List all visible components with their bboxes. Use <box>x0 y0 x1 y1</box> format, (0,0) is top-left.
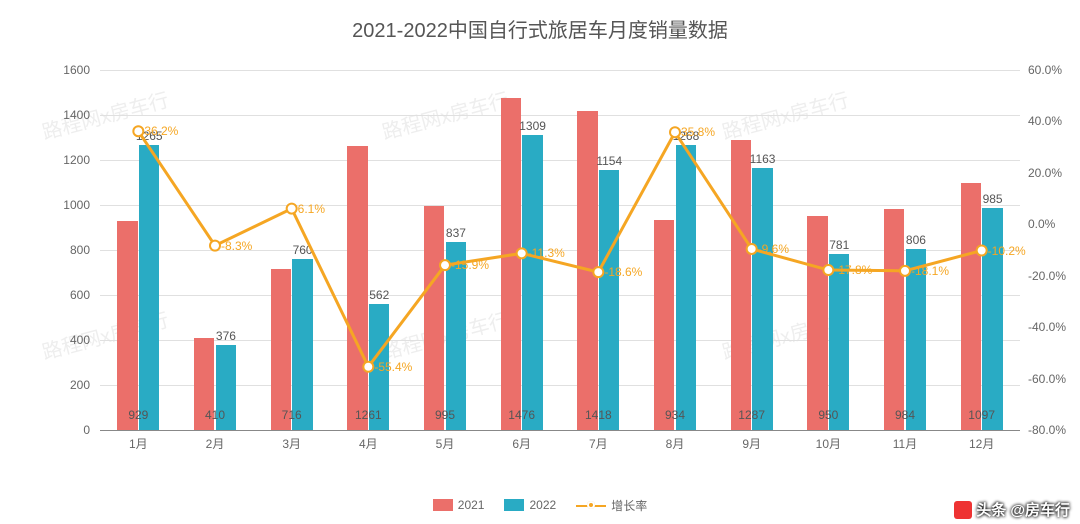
x-category: 12月 <box>969 435 994 452</box>
x-category: 2月 <box>206 435 225 452</box>
y-left-tick: 0 <box>40 423 90 437</box>
x-category: 7月 <box>589 435 608 452</box>
legend: 2021 2022 增长率 <box>0 497 1080 515</box>
growth-label: 35.8% <box>681 125 715 139</box>
y-left-tick: 1400 <box>40 108 90 122</box>
attribution-text: 头条 @房车行 <box>976 499 1070 520</box>
x-category: 5月 <box>436 435 455 452</box>
x-category: 4月 <box>359 435 378 452</box>
growth-label: 36.2% <box>144 124 178 138</box>
y-left-tick: 600 <box>40 288 90 302</box>
legend-line-icon <box>576 499 606 511</box>
x-category: 3月 <box>282 435 301 452</box>
y-right-tick: -40.0% <box>1028 320 1080 334</box>
growth-label: -9.6% <box>758 242 789 256</box>
toutiao-icon <box>954 501 972 519</box>
x-category: 8月 <box>666 435 685 452</box>
x-category: 6月 <box>512 435 531 452</box>
y-left-tick: 1200 <box>40 153 90 167</box>
legend-item: 2021 <box>433 498 485 512</box>
growth-label: -10.2% <box>988 244 1026 258</box>
y-left-tick: 400 <box>40 333 90 347</box>
gridline <box>100 430 1020 431</box>
growth-label: -18.1% <box>911 264 949 278</box>
chart-title: 2021-2022中国自行式旅居车月度销量数据 <box>0 14 1080 43</box>
y-right-tick: 40.0% <box>1028 114 1080 128</box>
y-left-tick: 200 <box>40 378 90 392</box>
y-right-tick: -20.0% <box>1028 269 1080 283</box>
y-right-tick: -60.0% <box>1028 372 1080 386</box>
growth-label: -18.6% <box>604 265 642 279</box>
y-left-tick: 800 <box>40 243 90 257</box>
growth-label: -17.8% <box>834 263 872 277</box>
y-left-tick: 1600 <box>40 63 90 77</box>
plot-area: 02004006008001000120014001600-80.0%-60.0… <box>100 70 1020 430</box>
chart-container: 路程网x房车行 路程网x房车行 路程网x房车行 路程网x房车行 路程网x房车行 … <box>0 0 1080 524</box>
x-category: 10月 <box>816 435 841 452</box>
attribution: 头条 @房车行 <box>954 499 1070 520</box>
y-right-tick: 60.0% <box>1028 63 1080 77</box>
x-category: 11月 <box>893 435 917 452</box>
legend-item: 增长率 <box>576 497 647 514</box>
y-left-tick: 1000 <box>40 198 90 212</box>
legend-item: 2022 <box>504 498 556 512</box>
legend-label: 增长率 <box>611 497 647 514</box>
legend-swatch <box>504 499 524 511</box>
x-category: 9月 <box>742 435 761 452</box>
growth-label: -15.9% <box>451 258 489 272</box>
y-right-tick: 20.0% <box>1028 166 1080 180</box>
growth-label: 6.1% <box>298 202 325 216</box>
x-category: 1月 <box>129 435 148 452</box>
legend-swatch <box>433 499 453 511</box>
legend-label: 2021 <box>458 498 485 512</box>
growth-label: -8.3% <box>221 239 252 253</box>
growth-label: -55.4% <box>374 360 412 374</box>
legend-label: 2022 <box>529 498 556 512</box>
y-right-tick: 0.0% <box>1028 217 1080 231</box>
growth-label: -11.3% <box>528 246 565 260</box>
y-right-tick: -80.0% <box>1028 423 1080 437</box>
